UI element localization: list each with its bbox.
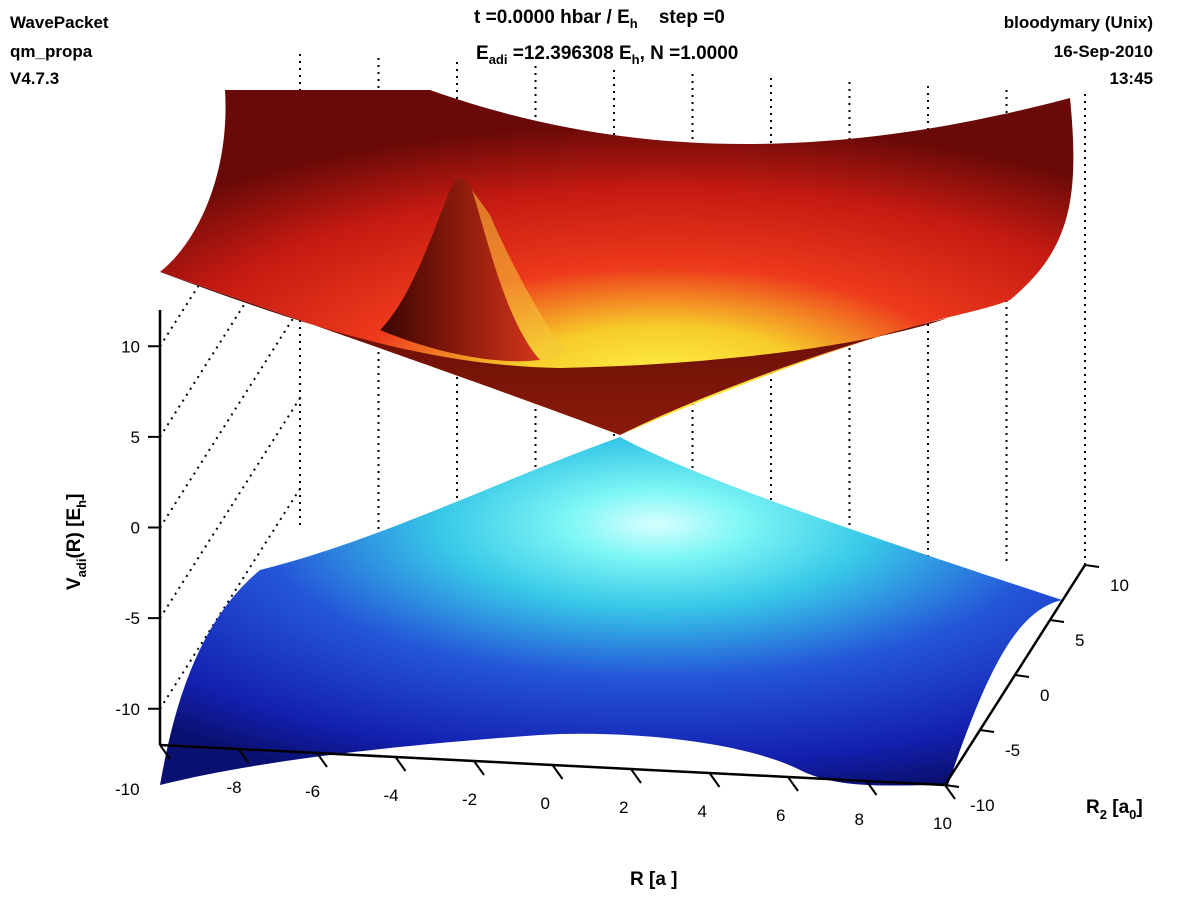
x-tick-label: 0	[541, 794, 550, 813]
energy-subscript: adi	[488, 52, 508, 67]
x-tick-mark	[159, 744, 171, 760]
y-tick-label: 0	[1040, 686, 1049, 705]
grid-line-z	[159, 397, 301, 619]
y-axis-label-close: ]	[1136, 797, 1142, 818]
x-axis-label: R [a ]	[630, 869, 678, 890]
x-tick-label: -8	[227, 778, 242, 797]
grid-line-z	[159, 306, 301, 529]
x-tick-mark	[316, 752, 328, 768]
lower-surface	[160, 437, 1062, 786]
z-axis-label-close: ]	[64, 494, 85, 500]
lower-surface-top	[160, 437, 1062, 786]
version-label: V4.7.3	[10, 69, 60, 88]
time-step-label: t =0.0000 hbar / Eh step =0	[474, 8, 725, 30]
host-name: bloodymary (Unix)	[1003, 13, 1153, 32]
y-tick-label: -10	[970, 796, 995, 815]
y-tick-mark	[944, 784, 960, 788]
norm-value: , N =1.0000	[639, 43, 739, 64]
x-tick-mark	[787, 776, 799, 792]
x-tick-label: 4	[698, 802, 707, 821]
x-tick-mark	[473, 760, 485, 776]
clock-label: 13:45	[1109, 69, 1153, 88]
z-tick-label: 0	[131, 519, 140, 538]
y-tick-mark	[1084, 564, 1100, 568]
y-tick-label: 5	[1075, 631, 1084, 650]
z-tick-label: -10	[115, 700, 140, 719]
z-tick-label: 10	[121, 337, 140, 356]
step-text: step =0	[658, 7, 725, 28]
energy-symbol: E	[476, 43, 489, 64]
y-axis-label-bracket: [a	[1107, 797, 1130, 818]
z-axis-label-sub2: h	[74, 500, 89, 508]
energy-label: Eadi =12.396308 Eh, N =1.0000	[476, 44, 738, 66]
module-name: qm_propa	[10, 42, 93, 61]
x-tick-mark	[630, 768, 642, 784]
y-axis-ticks: -10 -5 0 5 10	[944, 564, 1129, 815]
x-tick-label: -6	[305, 782, 320, 801]
y-tick-mark	[979, 729, 995, 733]
x-tick-label: -2	[462, 790, 477, 809]
energy-unit-subscript: h	[631, 52, 640, 67]
z-axis-label-mid: (R) [E	[64, 508, 85, 559]
z-tick-label: 5	[131, 428, 140, 447]
z-axis-label: Vadi(R) [Eh]	[64, 494, 89, 590]
upper-surface-underside	[160, 272, 948, 435]
x-tick-mark	[394, 756, 407, 772]
x-tick-label: 10	[933, 814, 952, 833]
z-tick-label: -5	[125, 609, 140, 628]
program-name: WavePacket	[10, 13, 109, 32]
time-text: t =0.0000 hbar / E	[474, 7, 630, 28]
y-tick-mark	[1049, 619, 1065, 623]
x-tick-mark	[551, 764, 564, 780]
x-tick-mark	[944, 784, 956, 800]
x-axis-ticks: -10 -8 -6 -4 -2 0 2 4 6 8 10	[115, 744, 956, 833]
wavepacket-peak	[380, 178, 540, 362]
y-tick-mark	[1014, 674, 1030, 678]
z-axis-ticks: -10 -5 0 5 10	[115, 337, 160, 719]
wavepacket-peak-highlight	[472, 190, 564, 360]
y-axis-label: R2 [a0]	[1086, 797, 1143, 822]
z-axis-label-main: V	[64, 577, 85, 590]
x-tick-label: -10	[115, 780, 140, 799]
y-axis-label-main: R	[1086, 797, 1100, 818]
time-subscript: h	[629, 16, 638, 31]
date-label: 16-Sep-2010	[1053, 42, 1153, 61]
y-axis-label-bracket-sub: 0	[1129, 807, 1136, 822]
x-tick-mark	[708, 772, 721, 788]
x-tick-mark	[237, 748, 250, 764]
upper-surface	[160, 90, 1074, 435]
x-tick-label: 2	[619, 798, 628, 817]
x-tick-label: -4	[384, 786, 399, 805]
energy-value: =12.396308 E	[507, 43, 632, 64]
y-tick-label: -5	[1005, 741, 1020, 760]
y-axis-label-sub: 2	[1100, 807, 1107, 822]
x-tick-mark	[865, 780, 878, 796]
y-tick-label: 10	[1110, 576, 1129, 595]
x-tick-label: 8	[855, 810, 864, 829]
grid-line-z	[159, 488, 301, 710]
z-axis-label-sub: adi	[74, 559, 89, 578]
x-tick-label: 6	[776, 806, 785, 825]
